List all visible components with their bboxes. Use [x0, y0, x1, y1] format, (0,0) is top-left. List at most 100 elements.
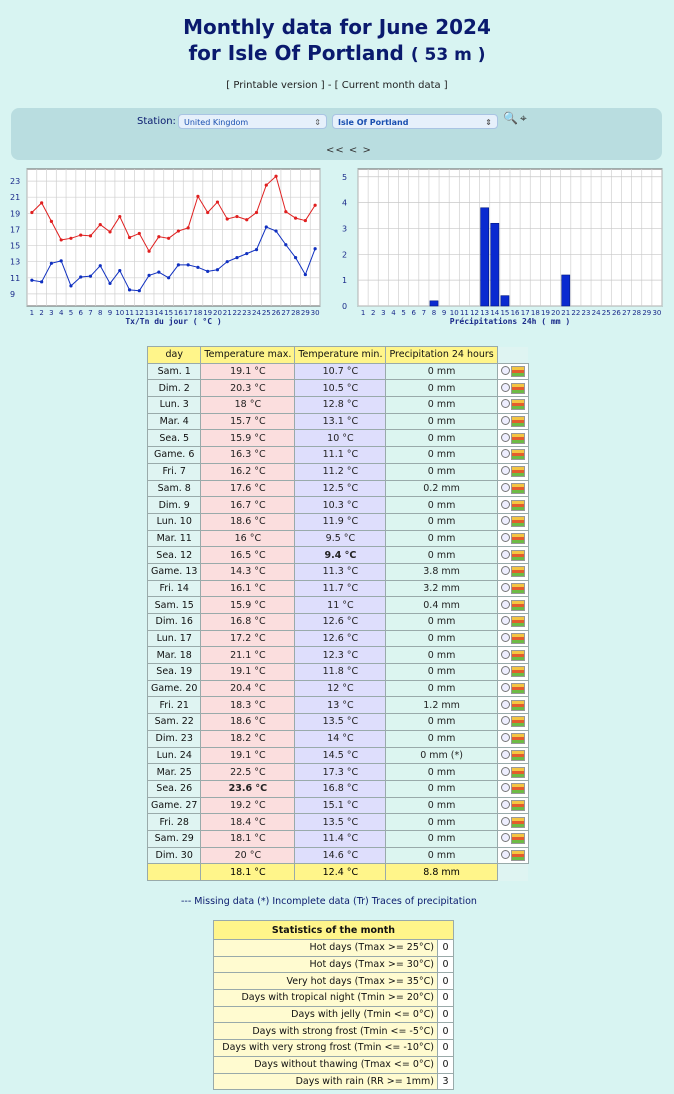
- chart-icon[interactable]: [510, 799, 525, 811]
- zoom-icon[interactable]: [500, 766, 510, 776]
- zoom-icon[interactable]: [500, 599, 510, 609]
- chart-icon[interactable]: [510, 733, 525, 745]
- zoom-icon[interactable]: [500, 399, 510, 409]
- table-row: Lun. 10 18.6 °C 11.9 °C 0 mm: [146, 512, 529, 531]
- chart-icon[interactable]: [510, 749, 525, 761]
- precip-bar: [429, 300, 439, 307]
- chart-icon[interactable]: [510, 399, 525, 411]
- tmax-point: [49, 219, 54, 223]
- zoom-icon[interactable]: [500, 733, 510, 743]
- chart-icon[interactable]: [510, 783, 525, 795]
- zoom-icon[interactable]: [500, 833, 510, 843]
- tot-precip: 8.8 mm: [385, 863, 498, 881]
- precip-cell: 0 mm: [385, 763, 498, 781]
- totals-row: 18.1 °C 12.4 °C 8.8 mm: [146, 863, 529, 881]
- chart-icon[interactable]: [510, 516, 525, 528]
- zoom-icon[interactable]: [500, 366, 510, 376]
- tmin-point: [157, 270, 161, 274]
- chart-icon[interactable]: [510, 849, 525, 861]
- col-header-tmin: Temperature min.: [294, 346, 387, 364]
- row-actions: [496, 462, 529, 481]
- zoom-icon[interactable]: [500, 466, 510, 476]
- precip-cell: 0 mm: [385, 646, 498, 665]
- tmin-cell: 12.6 °C: [294, 613, 387, 631]
- stats-label: Days with very strong frost (Tmin <= -10…: [213, 1039, 438, 1057]
- zoom-icon[interactable]: [500, 749, 510, 759]
- chart-icon[interactable]: [510, 532, 525, 544]
- zoom-icon[interactable]: [500, 482, 510, 492]
- day-cell: Fri. 21: [146, 696, 202, 715]
- tmax-point: [137, 231, 141, 236]
- x-tick-label: 23: [242, 309, 251, 317]
- zoom-icon[interactable]: [500, 816, 510, 826]
- table-row: Game. 20 20.4 °C 12 °C 0 mm: [146, 679, 529, 698]
- chart-icon[interactable]: [510, 499, 525, 511]
- chart-icon[interactable]: [510, 382, 525, 394]
- day-cell: Mar. 4: [146, 412, 202, 431]
- top-links: [ Printable version ] - [ Current month …: [226, 80, 448, 91]
- zoom-icon[interactable]: [500, 566, 510, 576]
- y-tick-label: 17: [10, 225, 20, 234]
- zoom-icon[interactable]: [500, 582, 510, 592]
- chart-icon[interactable]: [510, 366, 525, 378]
- chart-icon[interactable]: [510, 566, 525, 578]
- chart-icon[interactable]: [510, 633, 525, 645]
- tmin-cell: 10 °C: [294, 429, 387, 448]
- tmax-cell: 15.7 °C: [200, 412, 296, 431]
- zoom-icon[interactable]: [500, 849, 510, 859]
- chart-icon[interactable]: [510, 432, 525, 444]
- chart-icon[interactable]: [510, 599, 525, 611]
- zoom-icon[interactable]: [500, 416, 510, 426]
- tmin-cell: 10.3 °C: [294, 496, 387, 514]
- month-nav[interactable]: << < >: [326, 145, 372, 156]
- chart-icon[interactable]: [510, 816, 525, 828]
- chart-icon[interactable]: [510, 549, 525, 561]
- tmin-point: [235, 256, 239, 260]
- chart-icon[interactable]: [510, 616, 525, 628]
- zoom-icon[interactable]: [500, 516, 510, 526]
- chart-icon[interactable]: [510, 833, 525, 845]
- chart-icon[interactable]: [510, 666, 525, 678]
- zoom-icon[interactable]: [500, 449, 510, 459]
- current-month-link[interactable]: Current month data: [341, 80, 441, 91]
- stats-row: Days with rain (RR >= 1mm) 3: [213, 1072, 454, 1091]
- tmax-cell: 17.2 °C: [200, 629, 296, 648]
- y-tick-label: 9: [10, 290, 15, 299]
- zoom-icon[interactable]: [500, 382, 510, 392]
- zoom-icon[interactable]: [500, 532, 510, 542]
- search-icon[interactable]: 🔍: [503, 111, 518, 125]
- zoom-icon[interactable]: [500, 716, 510, 726]
- zoom-icon[interactable]: [500, 549, 510, 559]
- zoom-icon[interactable]: [500, 799, 510, 809]
- tmax-cell: 22.5 °C: [200, 763, 296, 781]
- tmin-cell: 15.1 °C: [294, 796, 387, 815]
- chart-icon[interactable]: [510, 466, 525, 478]
- locate-icon[interactable]: ⌖: [520, 111, 527, 125]
- title-line1: Monthly data for June 2024: [183, 15, 491, 39]
- chart-icon[interactable]: [510, 683, 525, 695]
- chart-icon[interactable]: [510, 449, 525, 461]
- chart-icon[interactable]: [510, 416, 525, 428]
- zoom-icon[interactable]: [500, 633, 510, 643]
- precip-cell: 0.4 mm: [385, 596, 498, 614]
- country-select[interactable]: United Kingdom ⇕: [178, 114, 327, 129]
- zoom-icon[interactable]: [500, 499, 510, 509]
- chart-icon[interactable]: [510, 766, 525, 778]
- zoom-icon[interactable]: [500, 699, 510, 709]
- zoom-icon[interactable]: [500, 683, 510, 693]
- printable-version-link[interactable]: Printable version: [233, 80, 318, 91]
- zoom-icon[interactable]: [500, 432, 510, 442]
- zoom-icon[interactable]: [500, 783, 510, 793]
- chart-icon[interactable]: [510, 582, 525, 594]
- day-cell: Fri. 28: [146, 813, 202, 831]
- precip-cell: 0 mm: [385, 779, 498, 798]
- zoom-icon[interactable]: [500, 666, 510, 676]
- station-select[interactable]: Isle Of Portland ⇕: [332, 114, 498, 129]
- chart-icon[interactable]: [510, 482, 525, 494]
- chart-icon[interactable]: [510, 649, 525, 661]
- zoom-icon[interactable]: [500, 616, 510, 626]
- chart-icon[interactable]: [510, 716, 525, 728]
- zoom-icon[interactable]: [500, 649, 510, 659]
- chart-icon[interactable]: [510, 699, 525, 711]
